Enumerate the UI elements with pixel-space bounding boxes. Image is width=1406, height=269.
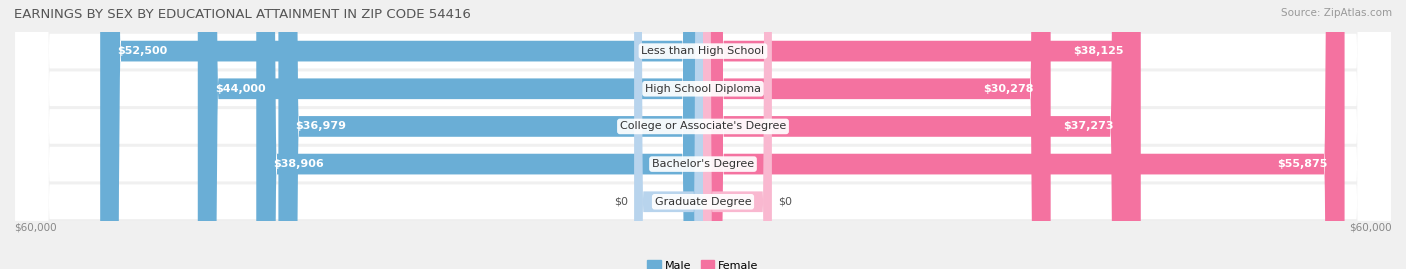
FancyBboxPatch shape [703, 0, 1130, 269]
Text: $60,000: $60,000 [1350, 222, 1392, 232]
Text: Graduate Degree: Graduate Degree [655, 197, 751, 207]
Text: $0: $0 [778, 197, 792, 207]
FancyBboxPatch shape [100, 0, 703, 269]
Text: $36,979: $36,979 [295, 121, 347, 132]
FancyBboxPatch shape [703, 0, 1344, 269]
Legend: Male, Female: Male, Female [643, 256, 763, 269]
Text: $38,906: $38,906 [274, 159, 325, 169]
Text: High School Diploma: High School Diploma [645, 84, 761, 94]
FancyBboxPatch shape [703, 0, 1050, 269]
Text: EARNINGS BY SEX BY EDUCATIONAL ATTAINMENT IN ZIP CODE 54416: EARNINGS BY SEX BY EDUCATIONAL ATTAINMEN… [14, 8, 471, 21]
FancyBboxPatch shape [15, 0, 1391, 269]
FancyBboxPatch shape [15, 0, 1391, 269]
FancyBboxPatch shape [15, 0, 1391, 269]
FancyBboxPatch shape [703, 0, 1140, 269]
FancyBboxPatch shape [198, 0, 703, 269]
FancyBboxPatch shape [634, 0, 703, 269]
Text: $37,273: $37,273 [1063, 121, 1114, 132]
Text: $55,875: $55,875 [1277, 159, 1327, 169]
Text: $30,278: $30,278 [983, 84, 1033, 94]
Text: Less than High School: Less than High School [641, 46, 765, 56]
Text: $38,125: $38,125 [1073, 46, 1123, 56]
Text: College or Associate's Degree: College or Associate's Degree [620, 121, 786, 132]
Text: Source: ZipAtlas.com: Source: ZipAtlas.com [1281, 8, 1392, 18]
Text: $60,000: $60,000 [14, 222, 56, 232]
FancyBboxPatch shape [278, 0, 703, 269]
Text: $52,500: $52,500 [117, 46, 167, 56]
FancyBboxPatch shape [703, 0, 772, 269]
Text: $0: $0 [614, 197, 628, 207]
FancyBboxPatch shape [15, 0, 1391, 269]
Text: $44,000: $44,000 [215, 84, 266, 94]
Text: Bachelor's Degree: Bachelor's Degree [652, 159, 754, 169]
FancyBboxPatch shape [256, 0, 703, 269]
FancyBboxPatch shape [15, 0, 1391, 269]
